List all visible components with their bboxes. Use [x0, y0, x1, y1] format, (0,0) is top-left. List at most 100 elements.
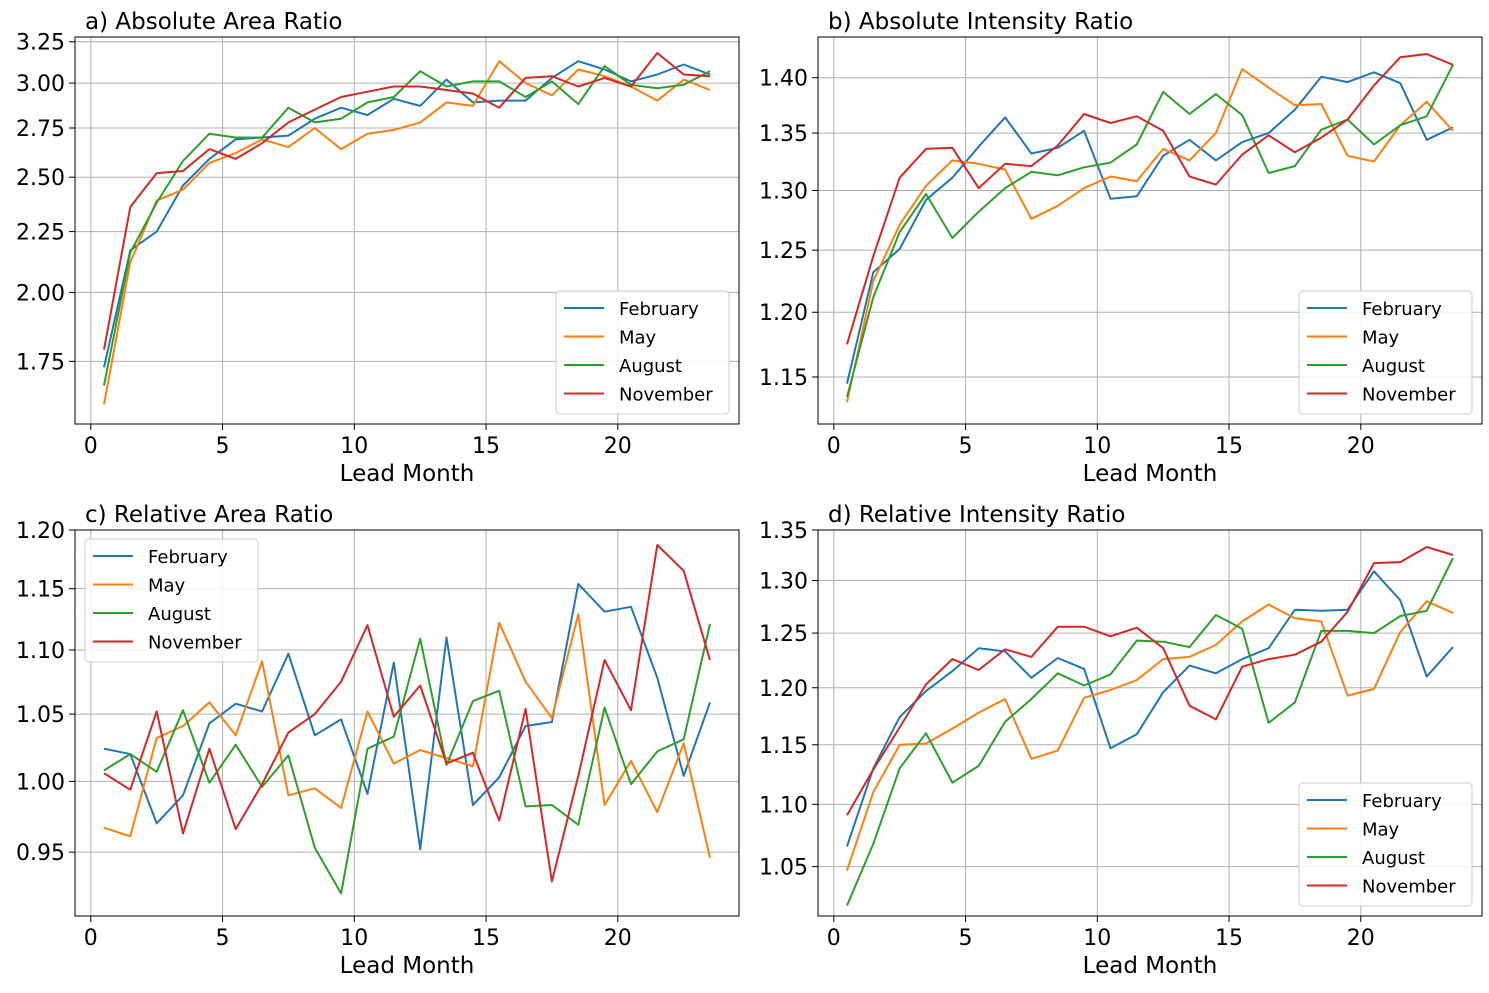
y-tick-label: 1.15 — [759, 366, 808, 391]
chart-title: c) Relative Area Ratio — [85, 502, 333, 528]
panel-b: 0 5 10 15 20 1.15 1.20 1.25 1.30 1.35 1.40 b) Absol… — [759, 9, 1483, 487]
x-tick-label: 15 — [472, 434, 500, 459]
legend-label: August — [148, 604, 211, 625]
y-tick-label: 3.25 — [16, 31, 65, 56]
y-tick-label: 1.00 — [16, 770, 65, 795]
axes-frame — [74, 529, 740, 917]
y-tick-label: 1.10 — [759, 793, 808, 818]
x-tick-label: 15 — [1215, 926, 1243, 951]
x-tick-label: 10 — [1083, 926, 1111, 951]
legend-label: November — [619, 385, 713, 406]
y-tick-label: 1.05 — [16, 703, 65, 728]
legend-label: August — [1362, 356, 1425, 377]
x-axis-label: Lead Month — [340, 461, 475, 487]
y-tick-label: 1.35 — [759, 122, 808, 147]
series-line-february — [103, 60, 711, 368]
series-line-august — [103, 623, 711, 895]
legend-box — [1298, 290, 1473, 415]
series-line-november — [103, 544, 711, 883]
y-tick-label: 1.05 — [759, 856, 808, 881]
y-tick-label: 1.35 — [759, 519, 808, 544]
chart-title: a) Absolute Area Ratio — [85, 9, 343, 35]
x-axis-label: Lead Month — [1083, 461, 1218, 487]
legend-label: February — [1362, 791, 1442, 812]
panel-a: 0 5 10 15 20 1.75 2.00 2.25 2.50 2.75 3.00 3.25 a) A… — [16, 9, 740, 487]
y-tick-label: 1.30 — [759, 570, 808, 595]
x-tick-label: 5 — [216, 434, 230, 459]
y-tick-label: 1.25 — [759, 622, 808, 647]
series-line-august — [846, 557, 1454, 906]
legend-label: May — [1362, 820, 1400, 841]
y-tick-label: 1.20 — [759, 301, 808, 326]
x-tick-label: 0 — [827, 926, 841, 951]
series-line-november — [846, 53, 1454, 345]
y-tick-label: 1.10 — [16, 639, 65, 664]
x-tick-label: 20 — [1347, 434, 1375, 459]
series-line-august — [846, 64, 1454, 398]
series-line-may — [846, 68, 1454, 403]
legend-box — [1298, 782, 1473, 907]
x-axis-label: Lead Month — [340, 953, 475, 979]
x-tick-label: 10 — [340, 434, 368, 459]
legend-label: November — [1362, 877, 1456, 898]
axes-frame — [74, 36, 740, 425]
series-line-february — [846, 71, 1454, 384]
series-line-august — [103, 65, 711, 386]
legend-label: August — [1362, 848, 1425, 869]
axes-frame — [817, 529, 1483, 917]
legend: February May August November — [1298, 782, 1473, 907]
panel-c: 0 5 10 15 20 0.95 1.00 1.05 1.10 1.15 1.20 c) Relat… — [16, 502, 740, 979]
legend-label: May — [619, 328, 657, 349]
y-tick-label: 2.25 — [16, 221, 65, 246]
x-tick-label: 0 — [84, 926, 98, 951]
legend-label: February — [148, 547, 228, 568]
chart-title: d) Relative Intensity Ratio — [828, 502, 1125, 528]
x-tick-label: 5 — [959, 926, 973, 951]
legend-label: May — [1362, 328, 1400, 349]
x-tick-label: 20 — [604, 434, 632, 459]
legend-label: May — [148, 576, 186, 597]
legend-label: August — [619, 356, 682, 377]
legend-label: February — [619, 299, 699, 320]
x-tick-label: 15 — [472, 926, 500, 951]
x-tick-label: 5 — [216, 926, 230, 951]
y-tick-label: 1.20 — [16, 519, 65, 544]
legend: February May August November — [555, 290, 730, 415]
legend-label: November — [148, 633, 242, 654]
legend: February May August November — [1298, 290, 1473, 415]
legend-box — [555, 290, 730, 415]
x-tick-label: 20 — [604, 926, 632, 951]
y-tick-label: 2.50 — [16, 166, 65, 191]
x-tick-label: 10 — [1083, 434, 1111, 459]
y-tick-label: 2.75 — [16, 117, 65, 142]
series-line-may — [103, 60, 711, 405]
legend: February May August November — [84, 538, 259, 663]
y-tick-label: 1.15 — [16, 578, 65, 603]
x-axis-label: Lead Month — [1083, 953, 1218, 979]
axes-frame — [817, 36, 1483, 425]
series-line-november — [103, 52, 711, 350]
y-tick-label: 0.95 — [16, 841, 65, 866]
x-tick-label: 5 — [959, 434, 973, 459]
y-tick-label: 1.15 — [759, 734, 808, 759]
x-tick-label: 20 — [1347, 926, 1375, 951]
x-tick-label: 15 — [1215, 434, 1243, 459]
panel-d: 0 5 10 15 20 1.05 1.10 1.15 1.20 1.25 1.30 1.35 d) R… — [759, 502, 1483, 979]
x-tick-label: 0 — [84, 434, 98, 459]
legend-label: February — [1362, 299, 1442, 320]
y-tick-label: 2.00 — [16, 281, 65, 306]
x-tick-label: 10 — [340, 926, 368, 951]
y-tick-label: 1.75 — [16, 350, 65, 375]
series-line-november — [846, 546, 1454, 816]
legend-label: November — [1362, 385, 1456, 406]
legend-box — [84, 538, 259, 663]
y-tick-label: 1.20 — [759, 677, 808, 702]
y-tick-label: 1.25 — [759, 239, 808, 264]
y-tick-label: 3.00 — [16, 72, 65, 97]
x-tick-label: 0 — [827, 434, 841, 459]
y-tick-label: 1.30 — [759, 179, 808, 204]
y-tick-label: 1.40 — [759, 67, 808, 92]
series-line-may — [103, 613, 711, 859]
